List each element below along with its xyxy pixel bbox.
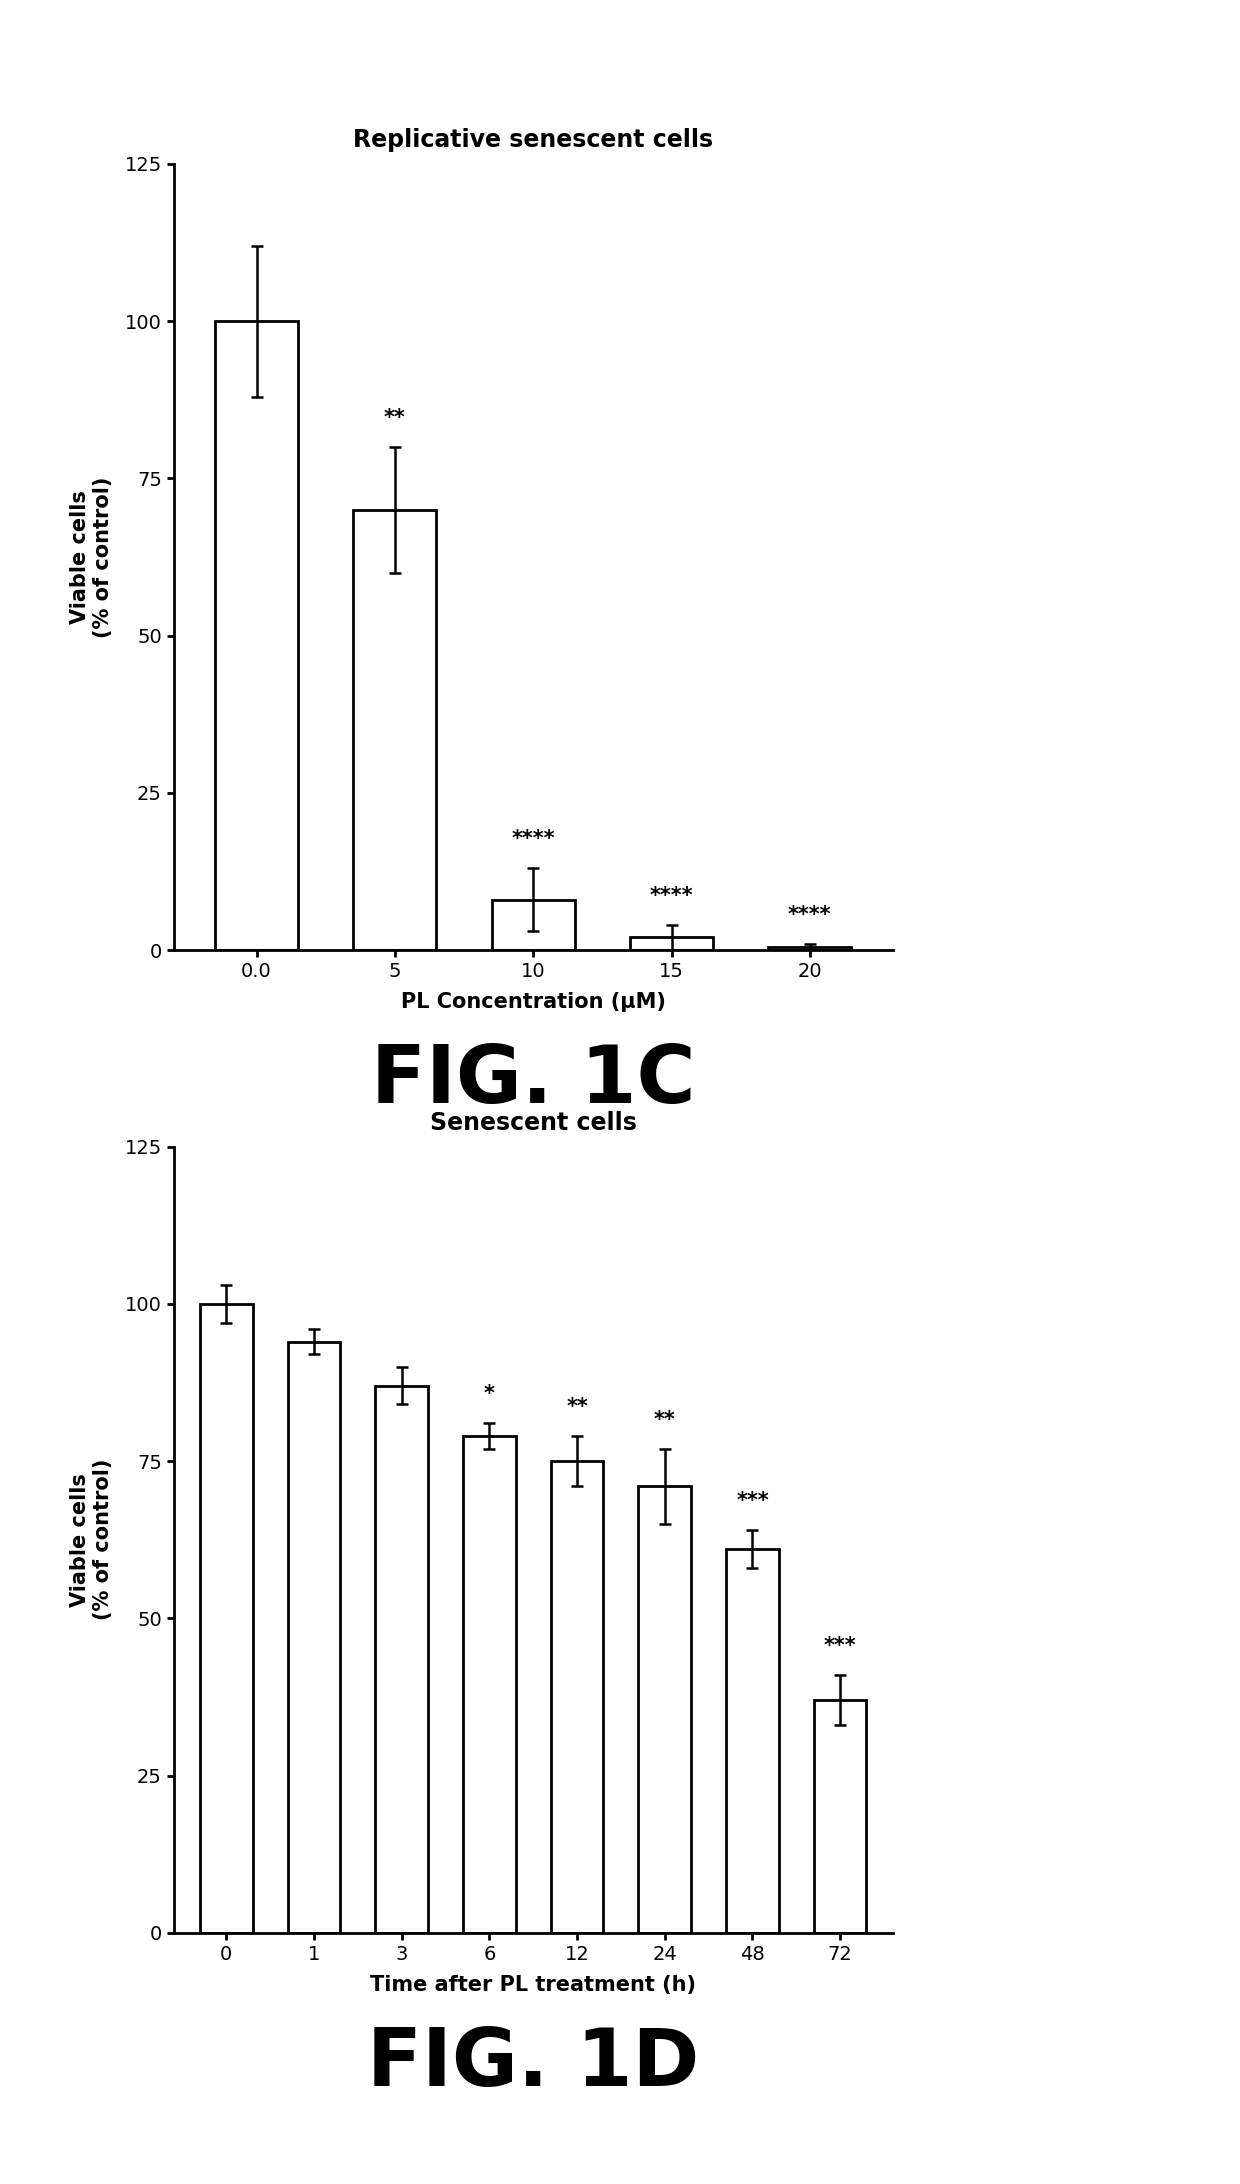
Text: ****: ****	[650, 887, 693, 906]
Text: **: **	[653, 1409, 676, 1431]
Bar	[727, 1548, 779, 1933]
Bar	[551, 1461, 604, 1933]
Bar	[463, 1435, 516, 1933]
Y-axis label: Viable cells
(% of control): Viable cells (% of control)	[71, 476, 113, 638]
Bar	[630, 937, 713, 950]
Bar	[288, 1341, 340, 1933]
Title: Senescent cells: Senescent cells	[430, 1112, 636, 1136]
Text: **: **	[384, 408, 405, 428]
X-axis label: PL Concentration (μM): PL Concentration (μM)	[401, 992, 666, 1011]
X-axis label: Time after PL treatment (h): Time after PL treatment (h)	[371, 1974, 696, 1994]
Text: ****: ****	[511, 830, 556, 850]
Text: FIG. 1D: FIG. 1D	[367, 2025, 699, 2103]
Bar	[353, 509, 436, 950]
Y-axis label: Viable cells
(% of control): Viable cells (% of control)	[71, 1459, 113, 1621]
Bar	[492, 900, 574, 950]
Text: *: *	[484, 1385, 495, 1404]
Bar	[376, 1385, 428, 1933]
Title: Replicative senescent cells: Replicative senescent cells	[353, 129, 713, 153]
Text: ***: ***	[737, 1492, 769, 1511]
Bar	[813, 1699, 867, 1933]
Text: ****: ****	[789, 904, 832, 924]
Text: **: **	[567, 1398, 588, 1417]
Bar	[200, 1304, 253, 1933]
Text: ***: ***	[823, 1636, 857, 1655]
Text: FIG. 1C: FIG. 1C	[371, 1042, 696, 1120]
Bar	[639, 1487, 691, 1933]
Bar	[215, 321, 298, 950]
Bar	[769, 948, 852, 950]
